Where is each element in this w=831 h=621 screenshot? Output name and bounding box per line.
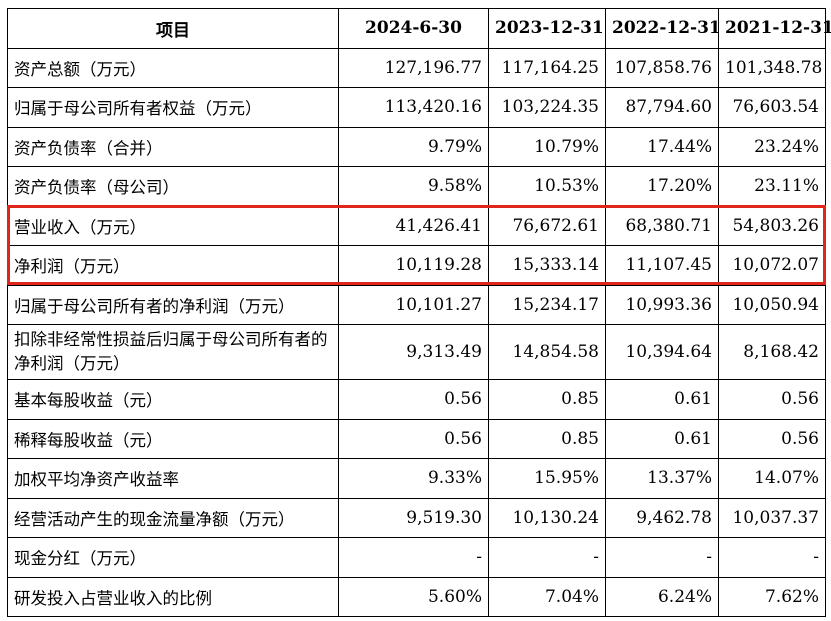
cell-value: 10,130.24 <box>488 497 606 538</box>
table-row: 归属于母公司所有者权益（万元） 113,420.16 103,224.35 87… <box>7 87 826 128</box>
cell-value: 0.85 <box>488 379 606 420</box>
cell-value: 10,072.07 <box>718 245 826 286</box>
cell-value: 14.07% <box>718 458 826 499</box>
cell-value: 113,420.16 <box>338 87 489 128</box>
cell-value: 0.56 <box>338 379 489 420</box>
row-label: 资产负债率（合并） <box>7 126 339 167</box>
row-label: 研发投入占营业收入的比例 <box>7 576 339 617</box>
cell-value: - <box>488 537 606 578</box>
cell-value: 127,196.77 <box>338 47 489 88</box>
cell-value: 15,333.14 <box>488 245 606 286</box>
cell-value: - <box>605 537 719 578</box>
table-row: 稀释每股收益（元） 0.56 0.85 0.61 0.56 <box>7 418 826 459</box>
cell-value: 8,168.42 <box>718 324 826 380</box>
cell-value: 103,224.35 <box>488 87 606 128</box>
cell-value: 7.04% <box>488 576 606 617</box>
table-row: 基本每股收益（元） 0.56 0.85 0.61 0.56 <box>7 379 826 420</box>
table-row: 资产总额（万元） 127,196.77 117,164.25 107,858.7… <box>7 47 826 88</box>
cell-value: 41,426.41 <box>338 205 489 246</box>
cell-value: 23.11% <box>718 166 826 207</box>
row-label: 加权平均净资产收益率 <box>7 458 339 499</box>
cell-value: 87,794.60 <box>605 87 719 128</box>
cell-value: 17.44% <box>605 126 719 167</box>
cell-value: 10.79% <box>488 126 606 167</box>
row-label: 归属于母公司所有者的净利润（万元） <box>7 284 339 325</box>
cell-value: 76,603.54 <box>718 87 826 128</box>
cell-value: 10.53% <box>488 166 606 207</box>
cell-value: 68,380.71 <box>605 205 719 246</box>
table-row: 资产负债率（合并） 9.79% 10.79% 17.44% 23.24% <box>7 126 826 167</box>
cell-value: 17.20% <box>605 166 719 207</box>
row-label: 营业收入（万元） <box>7 205 339 246</box>
cell-value: 10,101.27 <box>338 284 489 325</box>
cell-value: 0.61 <box>605 418 719 459</box>
table-row: 营业收入（万元） 41,426.41 76,672.61 68,380.71 5… <box>7 205 826 246</box>
table-row: 资产负债率（母公司） 9.58% 10.53% 17.20% 23.11% <box>7 166 826 207</box>
cell-value: 0.56 <box>718 379 826 420</box>
financial-summary-table: 项目 2024-6-30 2023-12-31 2022-12-31 2021-… <box>7 8 831 617</box>
financial-table-container: 项目 2024-6-30 2023-12-31 2022-12-31 2021-… <box>7 8 831 617</box>
cell-value: - <box>718 537 826 578</box>
cell-value: 10,993.36 <box>605 284 719 325</box>
cell-value: 9.33% <box>338 458 489 499</box>
cell-value: 0.56 <box>718 418 826 459</box>
row-label: 资产负债率（母公司） <box>7 166 339 207</box>
header-item: 项目 <box>7 8 339 49</box>
table-row: 扣除非经常性损益后归属于母公司所有者的净利润（万元） 9,313.49 14,8… <box>7 324 826 380</box>
row-label: 扣除非经常性损益后归属于母公司所有者的净利润（万元） <box>7 324 339 380</box>
row-label: 归属于母公司所有者权益（万元） <box>7 87 339 128</box>
row-label: 现金分红（万元） <box>7 537 339 578</box>
cell-value: 15,234.17 <box>488 284 606 325</box>
cell-value: 0.56 <box>338 418 489 459</box>
cell-value: 5.60% <box>338 576 489 617</box>
cell-value: 9,462.78 <box>605 497 719 538</box>
cell-value: 15.95% <box>488 458 606 499</box>
row-label: 经营活动产生的现金流量净额（万元） <box>7 497 339 538</box>
table-row: 净利润（万元） 10,119.28 15,333.14 11,107.45 10… <box>7 245 826 286</box>
cell-value: 14,854.58 <box>488 324 606 380</box>
header-2021-12-31: 2021-12-31 <box>718 8 831 49</box>
table-row: 研发投入占营业收入的比例 5.60% 7.04% 6.24% 7.62% <box>7 576 826 617</box>
row-label: 基本每股收益（元） <box>7 379 339 420</box>
cell-value: 9,519.30 <box>338 497 489 538</box>
header-row: 项目 2024-6-30 2023-12-31 2022-12-31 2021-… <box>7 8 831 49</box>
cell-value: 101,348.78 <box>718 47 826 88</box>
cell-value: 54,803.26 <box>718 205 826 246</box>
cell-value: 11,107.45 <box>605 245 719 286</box>
table-row: 现金分红（万元） - - - - <box>7 537 826 578</box>
header-2022-12-31: 2022-12-31 <box>605 8 721 49</box>
header-2024-6-30: 2024-6-30 <box>338 8 489 49</box>
cell-value: 0.85 <box>488 418 606 459</box>
cell-value: 9.58% <box>338 166 489 207</box>
row-label: 净利润（万元） <box>7 245 339 286</box>
cell-value: 23.24% <box>718 126 826 167</box>
cell-value: - <box>338 537 489 578</box>
cell-value: 9.79% <box>338 126 489 167</box>
header-2023-12-31: 2023-12-31 <box>488 8 606 49</box>
cell-value: 6.24% <box>605 576 719 617</box>
cell-value: 13.37% <box>605 458 719 499</box>
table-row: 归属于母公司所有者的净利润（万元） 10,101.27 15,234.17 10… <box>7 284 826 325</box>
table-row: 经营活动产生的现金流量净额（万元） 9,519.30 10,130.24 9,4… <box>7 497 826 538</box>
cell-value: 117,164.25 <box>488 47 606 88</box>
cell-value: 10,394.64 <box>605 324 719 380</box>
row-label: 稀释每股收益（元） <box>7 418 339 459</box>
cell-value: 10,119.28 <box>338 245 489 286</box>
cell-value: 9,313.49 <box>338 324 489 380</box>
cell-value: 0.61 <box>605 379 719 420</box>
table-row: 加权平均净资产收益率 9.33% 15.95% 13.37% 14.07% <box>7 458 826 499</box>
cell-value: 7.62% <box>718 576 826 617</box>
cell-value: 10,050.94 <box>718 284 826 325</box>
cell-value: 76,672.61 <box>488 205 606 246</box>
cell-value: 107,858.76 <box>605 47 719 88</box>
row-label: 资产总额（万元） <box>7 47 339 88</box>
cell-value: 10,037.37 <box>718 497 826 538</box>
